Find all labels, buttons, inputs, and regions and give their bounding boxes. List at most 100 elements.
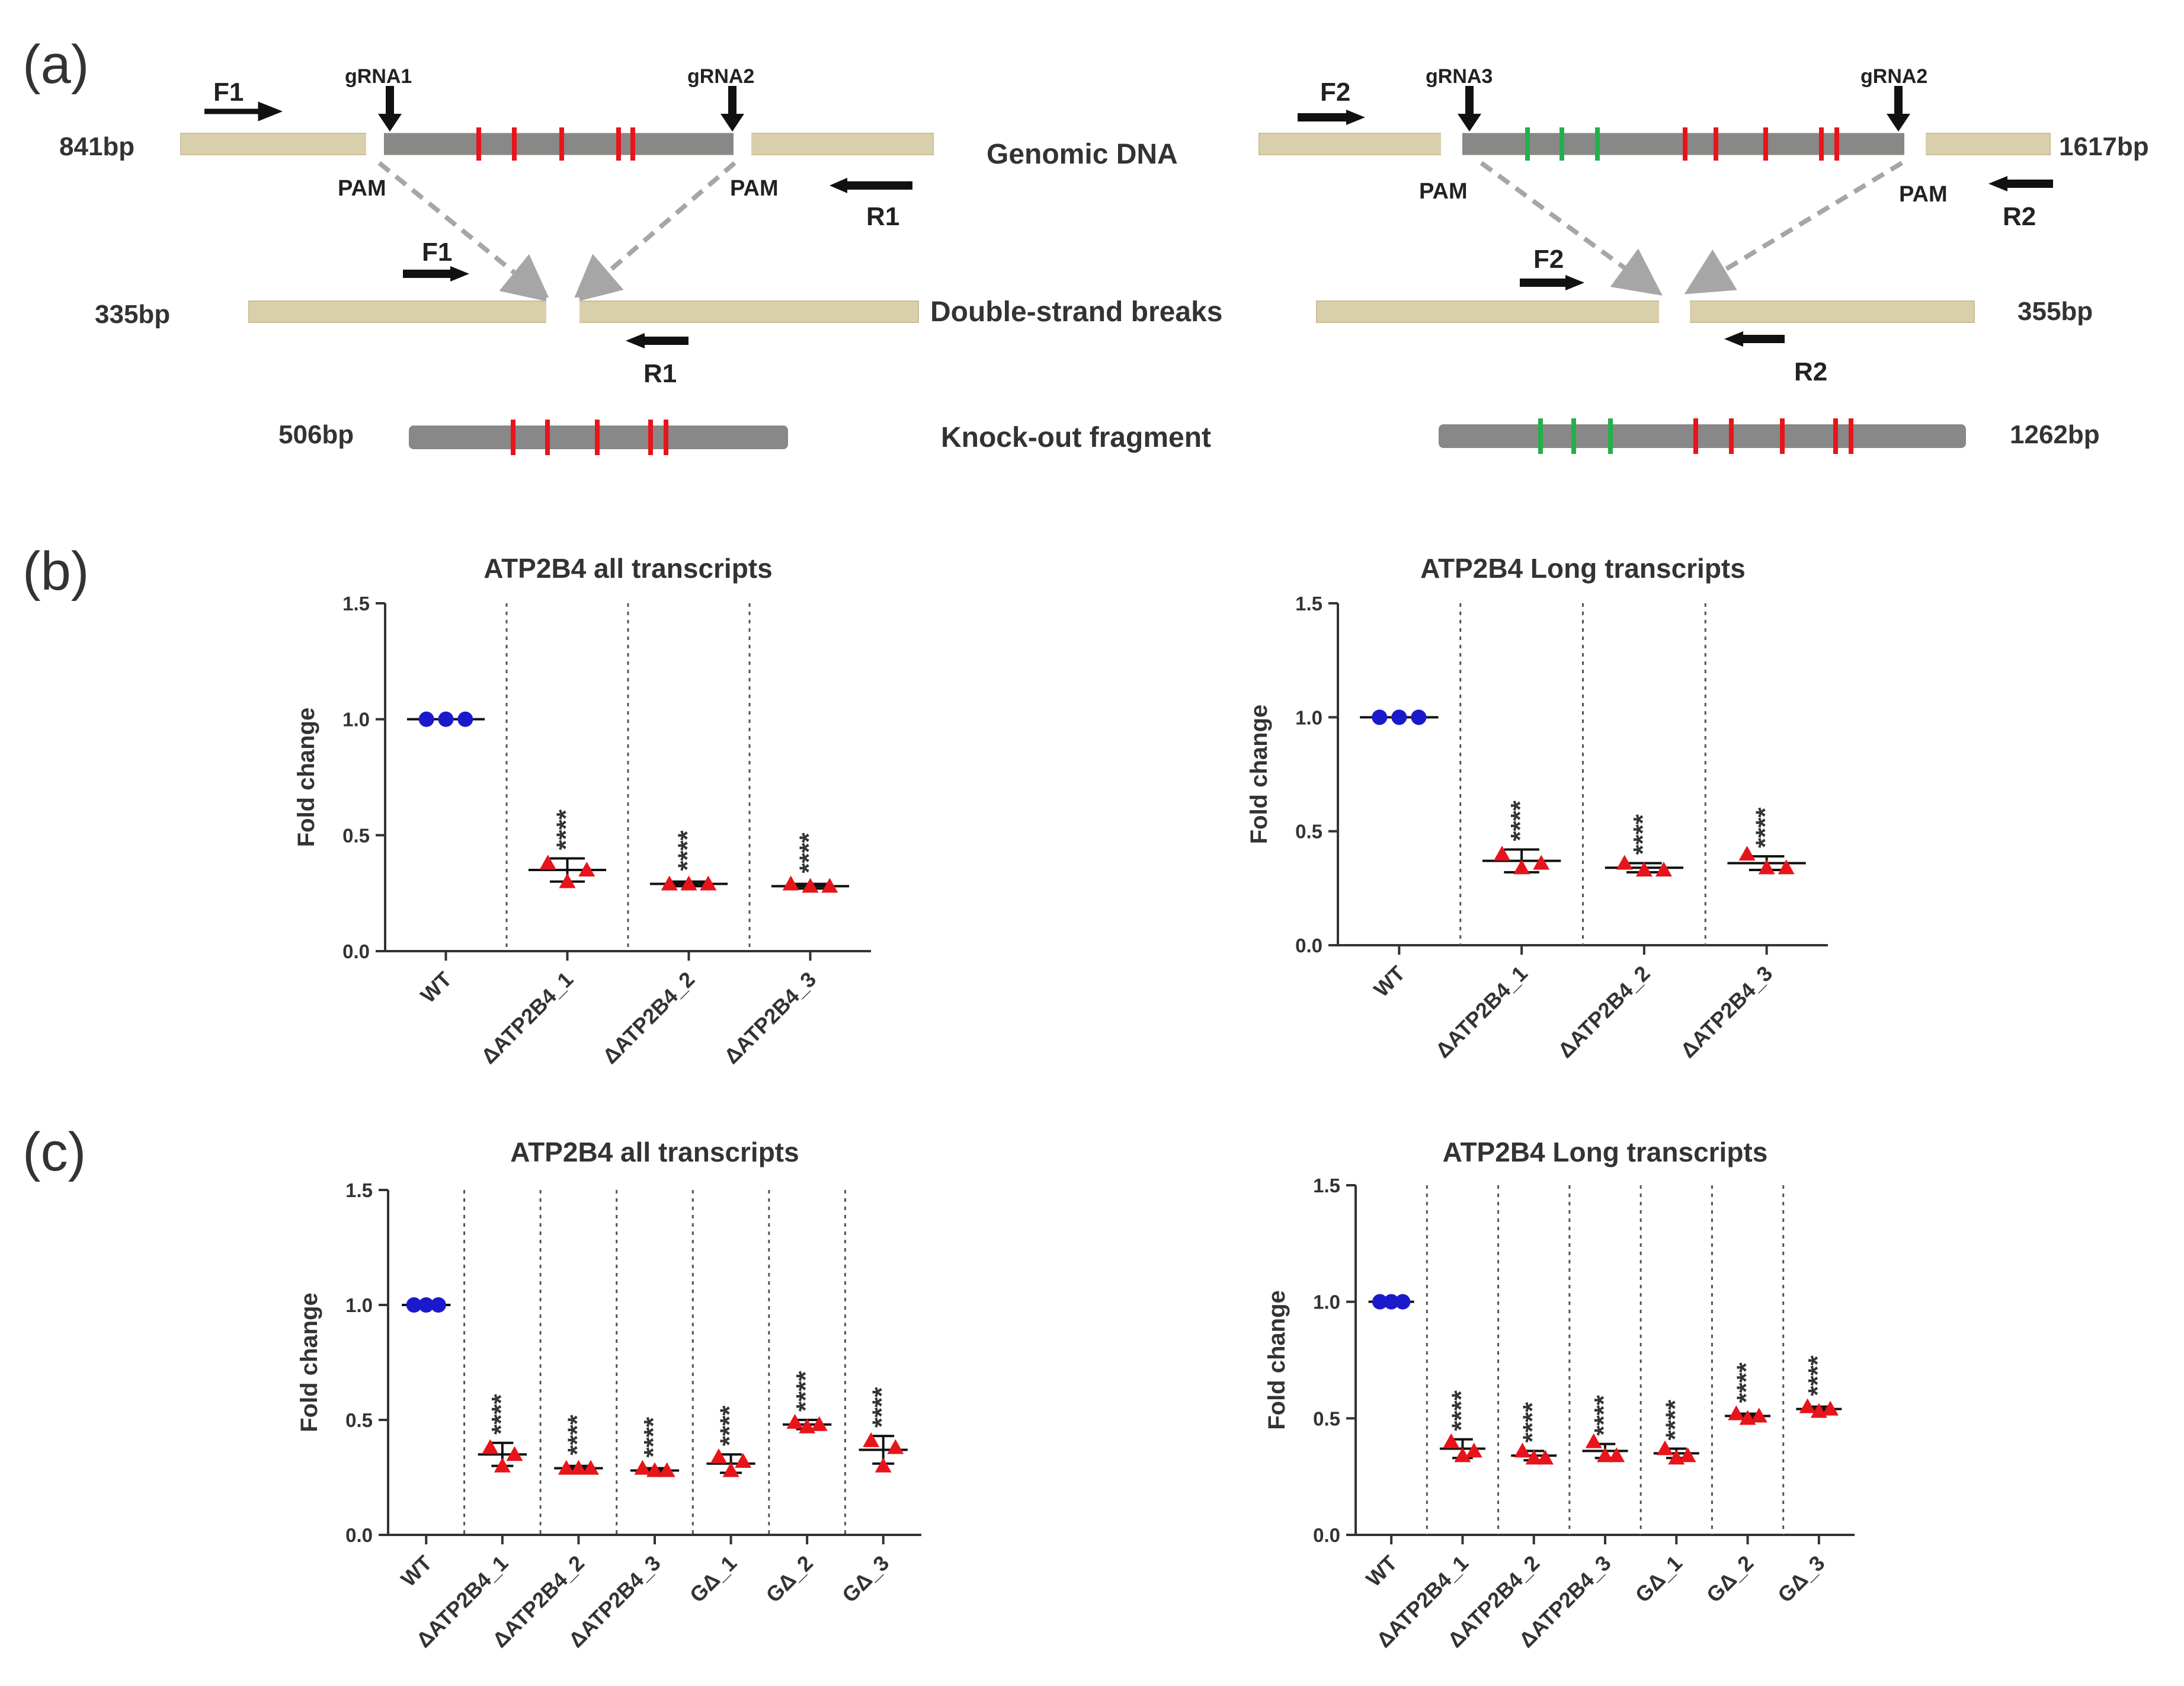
y-tick-label: 0.0 <box>345 1524 373 1546</box>
data-point <box>1384 1294 1400 1310</box>
left-break-flank <box>248 300 919 323</box>
significance-stars: **** <box>486 1393 515 1434</box>
exon-mark <box>630 127 635 161</box>
y-axis-label: Fold change <box>293 708 319 847</box>
left-r-primer-arrowhead <box>830 178 847 193</box>
data-point <box>406 1297 422 1313</box>
exon-mark <box>1693 418 1698 454</box>
right-break-f-label: F2 <box>1533 245 1564 274</box>
y-axis-label: Fold change <box>296 1293 322 1432</box>
data-point <box>1443 1433 1460 1448</box>
data-point <box>1657 1440 1674 1455</box>
data-point <box>1536 1450 1554 1465</box>
data-point <box>786 1413 803 1429</box>
data-point <box>1616 855 1633 870</box>
right-pam1-label: PAM <box>1419 179 1468 204</box>
data-point <box>680 875 697 891</box>
data-point <box>1391 709 1407 725</box>
y-tick-label: 1.5 <box>345 1179 373 1201</box>
data-point <box>482 1439 499 1454</box>
left-pam1-label: PAM <box>338 176 386 201</box>
chart-title: ATP2B4 all transcripts <box>510 1137 799 1167</box>
exon-mark <box>1849 418 1853 454</box>
right-break-f-arrowhead <box>1565 275 1584 290</box>
data-point <box>1513 859 1530 875</box>
left-pam2-label: PAM <box>730 176 779 201</box>
y-tick-label: 1.5 <box>342 593 370 615</box>
category-label: GΔ_1 <box>1631 1551 1687 1607</box>
y-tick-label: 0.5 <box>1313 1407 1340 1429</box>
y-tick-label: 1.0 <box>1295 706 1322 728</box>
significance-stars: **** <box>1660 1399 1689 1440</box>
y-tick-label: 1.0 <box>1313 1291 1340 1313</box>
right-genomic-exons <box>1525 127 1839 161</box>
left-genomic-exons <box>476 127 635 161</box>
row-label-genomic: Genomic DNA <box>987 139 1178 170</box>
left-dashed-arrow-2 <box>572 161 736 303</box>
left-break-gap <box>546 297 579 326</box>
data-point <box>1465 1442 1482 1458</box>
right-r-primer-arrowhead <box>1988 176 2007 191</box>
right-break-flank <box>1316 300 1975 323</box>
right-break-gap <box>1659 297 1690 326</box>
right-break-r-label: R2 <box>1794 357 1827 386</box>
data-point <box>1750 1407 1767 1423</box>
category-label: WT <box>1369 961 1410 1002</box>
exon-mark <box>511 420 515 455</box>
y-tick-label: 0.0 <box>342 940 370 962</box>
left-pam-gap-1 <box>366 132 384 156</box>
left-genomic-gene <box>384 133 734 155</box>
left-break-r-label: R1 <box>643 359 677 388</box>
significance-stars: **** <box>639 1416 668 1457</box>
category-label: WT <box>1361 1551 1402 1592</box>
category-label: ΔATP2B4_3 <box>719 967 821 1068</box>
data-point <box>559 873 576 888</box>
category-label: GΔ_2 <box>761 1551 817 1607</box>
significance-stars: **** <box>1751 807 1780 848</box>
category-label: WT <box>396 1551 437 1592</box>
category-label: ΔATP2B4_2 <box>598 967 699 1068</box>
data-point <box>887 1439 904 1454</box>
data-point <box>539 855 556 870</box>
data-point <box>1738 846 1756 861</box>
exon-mark <box>545 420 550 455</box>
right-pam-gap-2 <box>1904 132 1926 156</box>
left-break-f-label: F1 <box>422 238 452 267</box>
category-label: GΔ_1 <box>685 1551 741 1607</box>
right-grna3-label: gRNA3 <box>1426 65 1493 88</box>
significance-stars: **** <box>1803 1355 1832 1396</box>
y-tick-label: 0.5 <box>1295 821 1322 843</box>
row-label-knockout: Knock-out fragment <box>941 422 1211 453</box>
crispr-diagram: 841bp F1 gRNA1 gRNA2 PAM PAM R1 335bp F1… <box>59 65 2149 455</box>
chart-b-long-transcripts: ATP2B4 Long transcripts 0.0 0.5 1.0 1.5 Fold … <box>1246 553 1828 1063</box>
right-ko-exons <box>1538 418 1853 454</box>
data-point <box>1585 1433 1602 1448</box>
data-point <box>863 1432 880 1447</box>
right-break-r-arrowhead <box>1724 331 1743 347</box>
data-point <box>1728 1405 1745 1421</box>
exon-mark <box>1833 418 1838 454</box>
data-point <box>1778 859 1795 875</box>
data-point <box>1799 1398 1816 1413</box>
exon-mark-green <box>1525 127 1530 161</box>
data-point <box>875 1457 892 1473</box>
right-ko-bp: 1262bp <box>2010 420 2100 449</box>
chart-title: ATP2B4 Long transcripts <box>1420 553 1746 584</box>
significance-stars: **** <box>1628 814 1657 855</box>
data-point <box>438 711 454 727</box>
data-point <box>1514 1442 1531 1458</box>
right-ko-fragment <box>1439 424 1966 448</box>
data-point <box>578 862 595 877</box>
right-f-primer-arrowhead <box>1346 110 1365 125</box>
category-label: GΔ_2 <box>1702 1551 1758 1607</box>
left-f-primer-arrow <box>204 101 283 121</box>
y-tick-label: 1.5 <box>1295 593 1322 615</box>
data-point <box>1525 1450 1542 1465</box>
category-label: ΔATP2B4_3 <box>1676 961 1777 1063</box>
data-point <box>799 1418 816 1434</box>
exon-mark <box>595 420 600 455</box>
right-f-primer-label: F2 <box>1320 78 1350 107</box>
panel-label-c: (c) <box>23 1122 86 1182</box>
data-point <box>1494 846 1511 861</box>
category-label: GΔ_3 <box>1773 1551 1829 1607</box>
